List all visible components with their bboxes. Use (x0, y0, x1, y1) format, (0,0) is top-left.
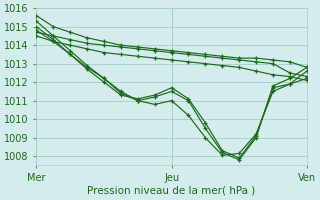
X-axis label: Pression niveau de la mer( hPa ): Pression niveau de la mer( hPa ) (87, 186, 256, 196)
